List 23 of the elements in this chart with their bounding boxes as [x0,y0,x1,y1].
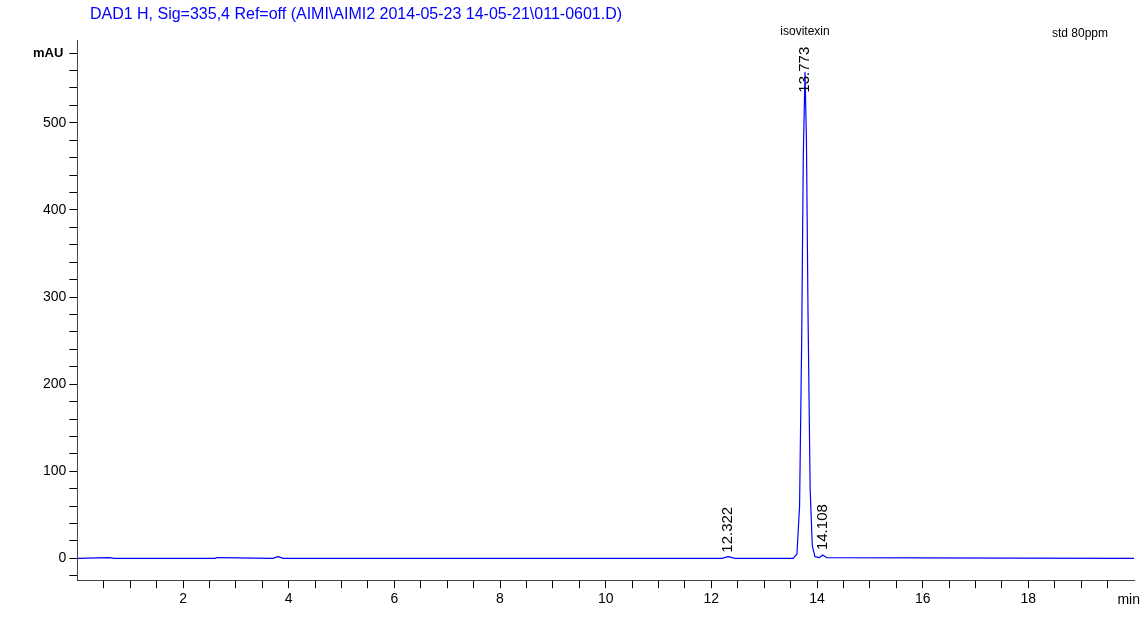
y-tick-label: 500 [43,113,67,130]
y-tick-label: 100 [43,462,67,479]
x-tick-label: 16 [914,590,931,607]
x-tick-label: 10 [597,590,614,607]
x-tick-label: 8 [496,590,505,607]
x-axis-title: min [1117,591,1140,608]
y-tick-label: 0 [58,549,67,566]
annotation: 13.773 [795,46,813,93]
x-tick-label: 18 [1020,590,1037,607]
x-tick-label: 2 [179,590,188,607]
text: isovitexin [780,24,830,39]
annotation: 14.108 [812,504,830,551]
y-tick-label: 400 [43,200,67,217]
y-axis-title: mAU [33,44,64,60]
x-tick-label: 6 [390,590,399,607]
x-tick-label: 14 [809,590,825,607]
y-tick-label: 300 [43,287,67,304]
y-tick-label: 200 [43,375,67,392]
annotation: 12.322 [718,506,736,553]
x-tick-label: 12 [703,590,720,607]
chart-title: DAD1 H, Sig=335,4 Ref=off (AIMI\AIMI2 2014-05-23 14-05-21\011-0601.D) [89,5,623,23]
x-tick-label: 4 [284,590,293,607]
annotation: std 80ppm [1051,26,1108,41]
